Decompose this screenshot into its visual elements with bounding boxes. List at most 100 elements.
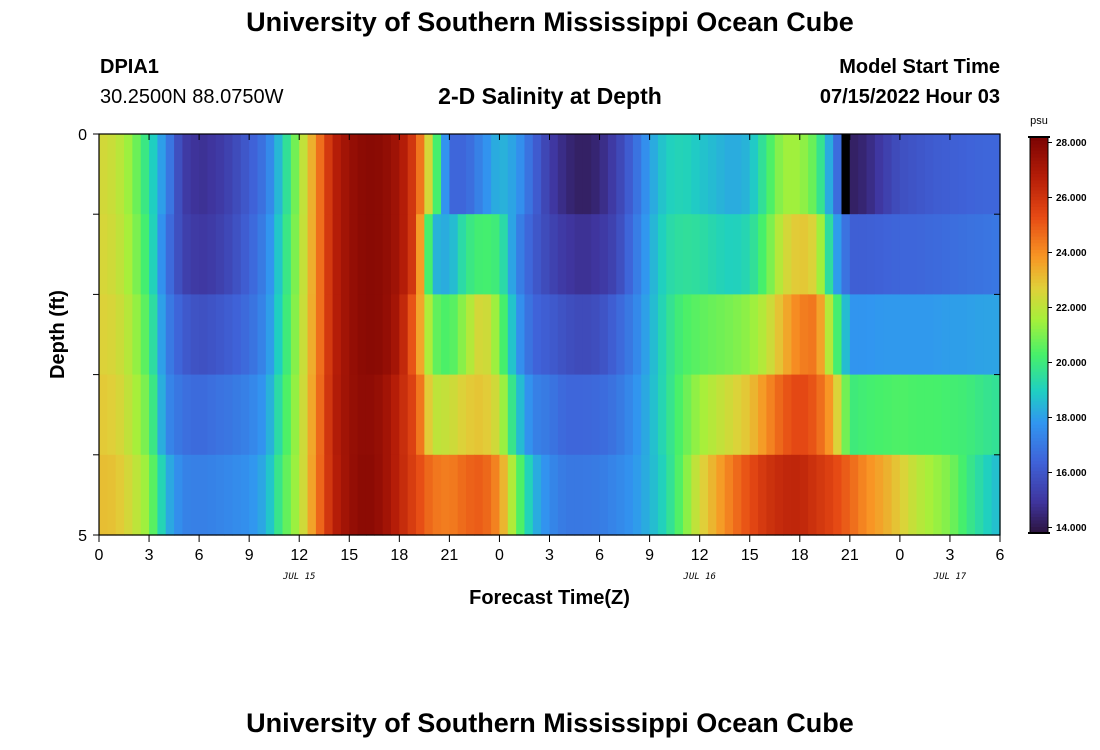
heatmap-cell	[549, 214, 559, 295]
heatmap-cell	[649, 294, 659, 376]
heatmap-cell	[224, 134, 234, 215]
colorbar-tick-label: 20.000	[1056, 358, 1087, 369]
x-tick-label: 6	[195, 547, 204, 564]
heatmap-cell	[149, 134, 158, 215]
heatmap-cell	[708, 374, 717, 456]
heatmap-cell	[666, 214, 676, 295]
heatmap-cell	[974, 294, 984, 376]
heatmap-cell	[416, 214, 425, 295]
heatmap-cell	[549, 454, 559, 536]
heatmap-cell	[591, 214, 601, 295]
heatmap-cell	[708, 454, 717, 536]
heatmap-cell	[399, 214, 409, 295]
heatmap-cell	[257, 214, 267, 295]
heatmap-cell	[674, 374, 684, 456]
heatmap-cell	[257, 374, 267, 456]
colorbar-segment	[1030, 321, 1048, 326]
heatmap-cell	[566, 214, 576, 295]
heatmap-cell	[591, 454, 601, 536]
heatmap-cell	[741, 454, 751, 536]
heatmap-cell	[157, 454, 167, 536]
heatmap-cell	[349, 294, 359, 376]
heatmap-cell	[916, 454, 926, 536]
heatmap-cell	[808, 374, 818, 456]
colorbar-segment	[1030, 420, 1048, 425]
colorbar-segment	[1030, 493, 1048, 498]
colorbar-segment	[1030, 183, 1048, 188]
heatmap-cell	[365, 454, 375, 536]
colorbar-segment	[1030, 298, 1048, 303]
heatmap-cell	[140, 294, 150, 376]
heatmap-cell	[365, 214, 375, 295]
x-tick-label: 12	[290, 547, 308, 564]
heatmap-cell	[215, 294, 225, 376]
heatmap-cell	[107, 214, 117, 295]
plot-title: 2-D Salinity at Depth	[438, 83, 662, 109]
heatmap-cell	[307, 454, 317, 536]
colorbar-segment	[1030, 467, 1048, 471]
heatmap-cell	[174, 214, 184, 295]
colorbar-tick-label: 24.000	[1056, 248, 1087, 259]
heatmap-cell	[624, 374, 634, 456]
heatmap-cell	[315, 214, 325, 295]
heatmap-cell	[908, 454, 918, 536]
heatmap-cell	[199, 374, 209, 456]
heatmap-cell	[424, 374, 434, 456]
colorbar-segment	[1030, 328, 1048, 333]
colorbar-segment	[1030, 377, 1048, 382]
heatmap-cell	[858, 134, 868, 215]
heatmap-cell	[541, 454, 551, 536]
heatmap-cell	[399, 294, 409, 376]
heatmap-cell	[591, 294, 601, 376]
heatmap-cell	[524, 454, 534, 536]
colorbar-segment	[1030, 255, 1048, 260]
heatmap-cell	[340, 134, 350, 215]
colorbar-segment	[1030, 434, 1048, 438]
colorbar-segment	[1030, 189, 1048, 194]
colorbar-segment	[1030, 460, 1048, 465]
x-tick-label: 3	[145, 547, 154, 564]
heatmap-cell	[132, 454, 142, 536]
heatmap-cell	[991, 294, 1001, 376]
heatmap-cell	[582, 374, 592, 456]
heatmap-cell	[691, 454, 701, 536]
heatmap-cell	[491, 454, 501, 536]
colorbar-segment	[1030, 443, 1048, 448]
heatmap-cell	[274, 294, 284, 376]
heatmap-cell	[457, 214, 467, 295]
colorbar-segment	[1030, 203, 1048, 207]
colorbar-segment	[1030, 288, 1048, 293]
heatmap-cell	[457, 134, 467, 215]
heatmap-cell	[290, 454, 300, 536]
heatmap-cell	[315, 374, 325, 456]
heatmap-cell	[224, 294, 234, 376]
heatmap-cell	[557, 454, 567, 536]
heatmap-cell	[933, 454, 943, 536]
x-date-label: JUL 17	[933, 572, 967, 582]
heatmap-cell	[624, 214, 634, 295]
heatmap-cell	[958, 374, 968, 456]
heatmap-cell	[107, 134, 117, 215]
heatmap-cell	[799, 214, 809, 295]
heatmap-cell	[524, 374, 534, 456]
heatmap-cell	[758, 214, 767, 295]
colorbar-segment	[1030, 199, 1048, 204]
heatmap-cell	[349, 454, 359, 536]
colorbar-segment	[1030, 282, 1048, 287]
heatmap-cell	[657, 214, 667, 295]
heatmap-cell	[199, 214, 209, 295]
heatmap-cell	[666, 294, 676, 376]
heatmap-cell	[257, 454, 267, 536]
colorbar-segment	[1030, 348, 1048, 353]
heatmap-cell	[733, 294, 742, 376]
heatmap-cell	[374, 454, 384, 536]
heatmap-cell	[282, 214, 292, 295]
heatmap-cell	[457, 454, 467, 536]
colorbar-segment	[1030, 513, 1048, 518]
heatmap-cell	[482, 294, 492, 376]
heatmap-cell	[682, 134, 692, 215]
heatmap-cell	[774, 214, 784, 295]
heatmap-cell	[491, 134, 501, 215]
heatmap-cell	[432, 374, 442, 456]
heatmap-cell	[924, 454, 934, 536]
